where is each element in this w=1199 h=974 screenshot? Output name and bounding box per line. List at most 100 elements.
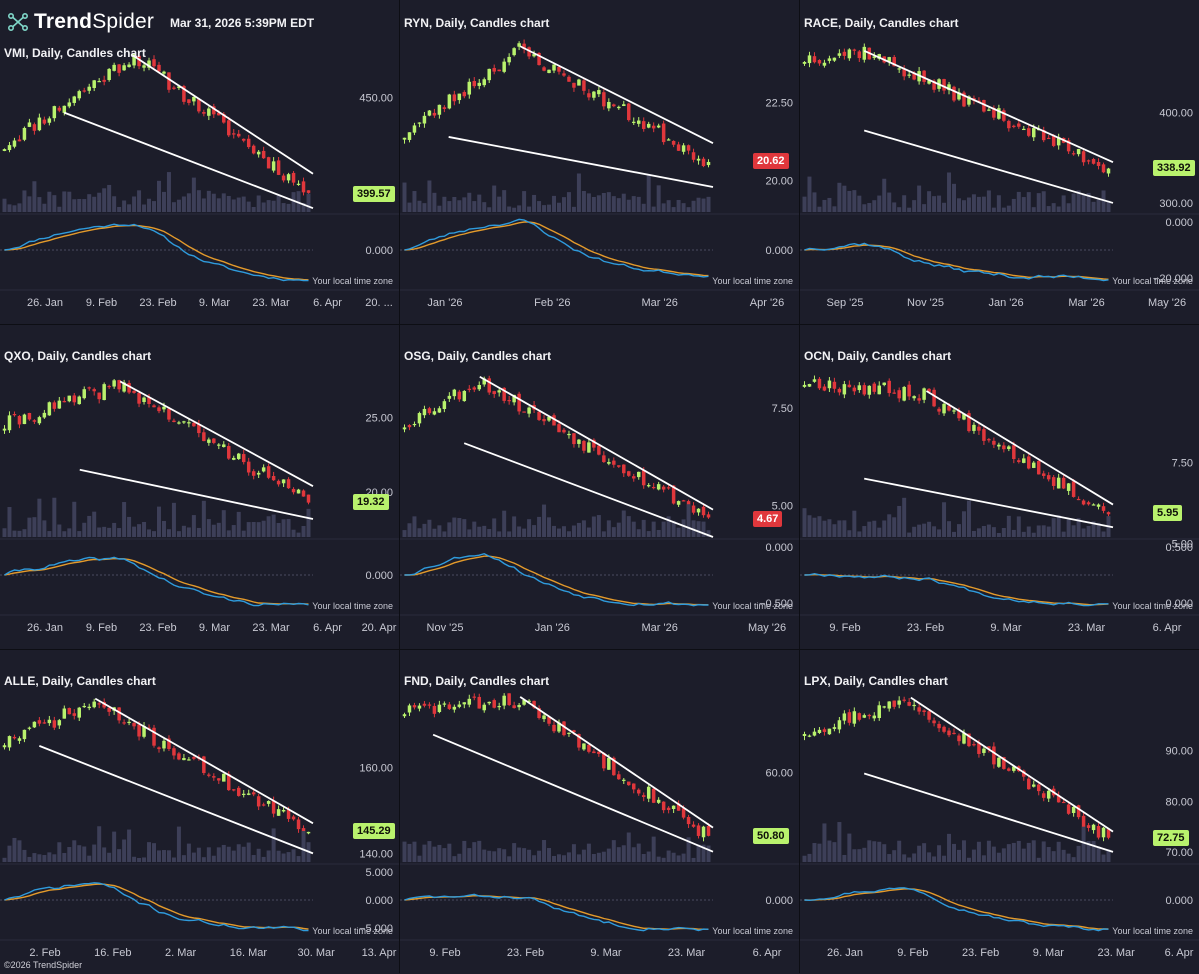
- volume-bar: [961, 511, 966, 537]
- candle-body: [1036, 784, 1041, 792]
- volume-bar: [407, 523, 412, 537]
- candle-body: [607, 101, 611, 109]
- chart-panel-ocn[interactable]: 7.50 5.00 0.500 0.000 Your local time zone 9.…: [800, 325, 1199, 649]
- candle-body: [236, 453, 241, 459]
- chart-title: RACE, Daily, Candles chart: [804, 16, 959, 30]
- volume-bar: [636, 529, 641, 537]
- candle-body: [691, 824, 696, 827]
- time-zone-label: Your local time zone: [312, 926, 393, 936]
- candle-body: [117, 380, 121, 390]
- candle-body: [602, 753, 606, 769]
- candle-body: [142, 725, 146, 737]
- chart-panel-vmi[interactable]: 450.00 0.000 Your local time zone 26. Jan 9.…: [0, 0, 399, 324]
- volume-bar: [422, 203, 427, 212]
- volume-bar: [656, 529, 661, 537]
- candle-body: [251, 145, 256, 154]
- candle-body: [542, 715, 546, 720]
- chart-panel-fnd[interactable]: 60.00 0.000 Your local time zone 9. Feb 23. …: [400, 650, 799, 974]
- lower-trendline: [863, 772, 1114, 853]
- candle-body: [661, 801, 666, 811]
- candle-body: [607, 462, 611, 464]
- volume-bar: [1076, 845, 1081, 862]
- candle-body: [286, 479, 291, 489]
- oscillator-tick-label: −20.000: [1153, 273, 1193, 285]
- candle-body: [857, 713, 862, 720]
- candle-body: [62, 708, 67, 719]
- volume-bar: [2, 198, 7, 212]
- chart-panel-lpx[interactable]: 90.00 80.00 70.00 0.000 Your local time zone…: [800, 650, 1199, 974]
- volume-bar: [266, 200, 271, 212]
- volume-bar: [7, 204, 12, 212]
- candle-body: [602, 92, 606, 107]
- volume-bar: [807, 853, 812, 862]
- date-tick-label: 23. Mar: [668, 947, 706, 959]
- candle-body: [512, 394, 516, 403]
- volume-bar: [206, 519, 211, 537]
- volume-bar: [477, 194, 482, 212]
- candle-body: [92, 389, 96, 392]
- signal-line: [804, 573, 1109, 606]
- candle-body: [952, 86, 956, 101]
- panel-divider: [0, 324, 1199, 325]
- candle-body: [261, 467, 266, 472]
- candle-body: [427, 110, 432, 116]
- candle-body: [982, 429, 986, 441]
- candle-body: [671, 485, 676, 504]
- volume-bar: [231, 525, 236, 537]
- candle-body: [947, 405, 951, 411]
- volume-bar: [1016, 516, 1021, 537]
- candle-body: [622, 464, 626, 474]
- candle-body: [691, 505, 696, 513]
- volume-bar: [701, 844, 706, 862]
- volume-bar: [1046, 526, 1051, 537]
- candle-body: [967, 96, 971, 105]
- candle-body: [246, 793, 251, 795]
- candle-body: [1046, 137, 1051, 140]
- oscillator-tick-label: 0.000: [765, 542, 793, 554]
- volume-bar: [1016, 840, 1021, 862]
- volume-bar: [1051, 518, 1056, 537]
- candle-body: [177, 422, 181, 424]
- volume-bar: [1071, 193, 1076, 212]
- candle-body: [162, 406, 166, 410]
- volume-bar: [502, 849, 507, 862]
- volume-bar: [1061, 531, 1066, 537]
- price-tick-label: 400.00: [1159, 107, 1193, 119]
- candle-body: [162, 71, 166, 74]
- candle-body: [817, 60, 822, 64]
- chart-panel-qxo[interactable]: 25.00 20.00 0.000 Your local time zone 26. J…: [0, 325, 399, 649]
- candle-body: [656, 799, 661, 803]
- volume-bar: [1066, 203, 1071, 212]
- date-tick-label: 20. Apr: [362, 622, 397, 634]
- volume-bar: [442, 848, 447, 862]
- candle-body: [577, 79, 581, 86]
- last-price-badge: 399.57: [353, 185, 395, 202]
- chart-panel-osg[interactable]: 7.50 5.00 0.000 −0.500 Your local time zone N…: [400, 325, 799, 649]
- volume-bar: [427, 180, 432, 212]
- candle-body: [467, 698, 472, 705]
- volume-bar: [561, 526, 566, 537]
- volume-bar: [981, 525, 986, 537]
- volume-bar: [497, 196, 502, 212]
- chart-panel-race[interactable]: 400.00 300.00 0.000 −20.000 Your local time …: [800, 0, 1199, 324]
- candle-body: [202, 432, 206, 442]
- volume-bar: [932, 196, 937, 212]
- volume-bar: [547, 204, 552, 212]
- chart-panel-alle[interactable]: 160.00 140.00 5.000 0.000 −5.000 Your local t…: [0, 650, 399, 974]
- candle-body: [802, 61, 807, 64]
- chart-panel-ryn[interactable]: 22.50 20.00 0.000 Your local time zone Jan '…: [400, 0, 799, 324]
- volume-bar: [596, 195, 601, 212]
- volume-bar: [817, 516, 822, 537]
- lower-trendline: [38, 745, 314, 855]
- volume-bar: [991, 846, 996, 862]
- volume-bar: [596, 515, 601, 537]
- candle-body: [977, 742, 981, 754]
- volume-bar: [842, 185, 847, 212]
- volume-bar: [641, 853, 646, 862]
- candle-body: [72, 96, 77, 103]
- candle-body: [917, 398, 921, 401]
- volume-bar: [306, 193, 311, 212]
- candle-body: [1002, 445, 1006, 450]
- candle-body: [947, 84, 951, 91]
- volume-bar: [2, 857, 7, 862]
